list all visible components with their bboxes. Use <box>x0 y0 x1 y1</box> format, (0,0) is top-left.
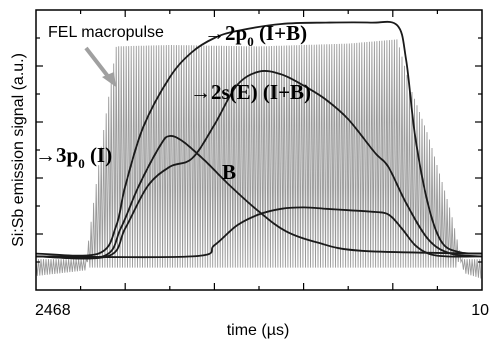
series-line-1 <box>35 70 483 260</box>
series-line-2 <box>35 135 483 260</box>
axis-ticks <box>36 10 482 290</box>
series-line-3 <box>35 206 483 259</box>
emission-series-group <box>35 20 483 260</box>
x-tick-label-2468: 2468 <box>35 302 71 319</box>
label-2p0-i-b: →2p0 (I+B) <box>204 21 307 49</box>
fel-pointer-arrow <box>84 46 112 81</box>
label-2s-e-i-b: →2s(E) (I+B) <box>190 80 311 104</box>
series-line-0 <box>35 20 483 257</box>
y-axis-label: Si:Sb emission signal (a.u.) <box>10 53 27 247</box>
x-tick-label-10: 10 <box>471 302 489 319</box>
label-b: B <box>222 160 236 184</box>
label-3p0-i: →3p0 (I) <box>35 143 112 171</box>
fel-pointer-arrowhead <box>102 72 116 87</box>
fel-macropulse-trace <box>35 39 482 279</box>
x-axis-label: time (µs) <box>227 322 290 339</box>
fel-macropulse-line <box>35 39 482 279</box>
fel-macropulse-label: FEL macropulse <box>48 24 164 41</box>
